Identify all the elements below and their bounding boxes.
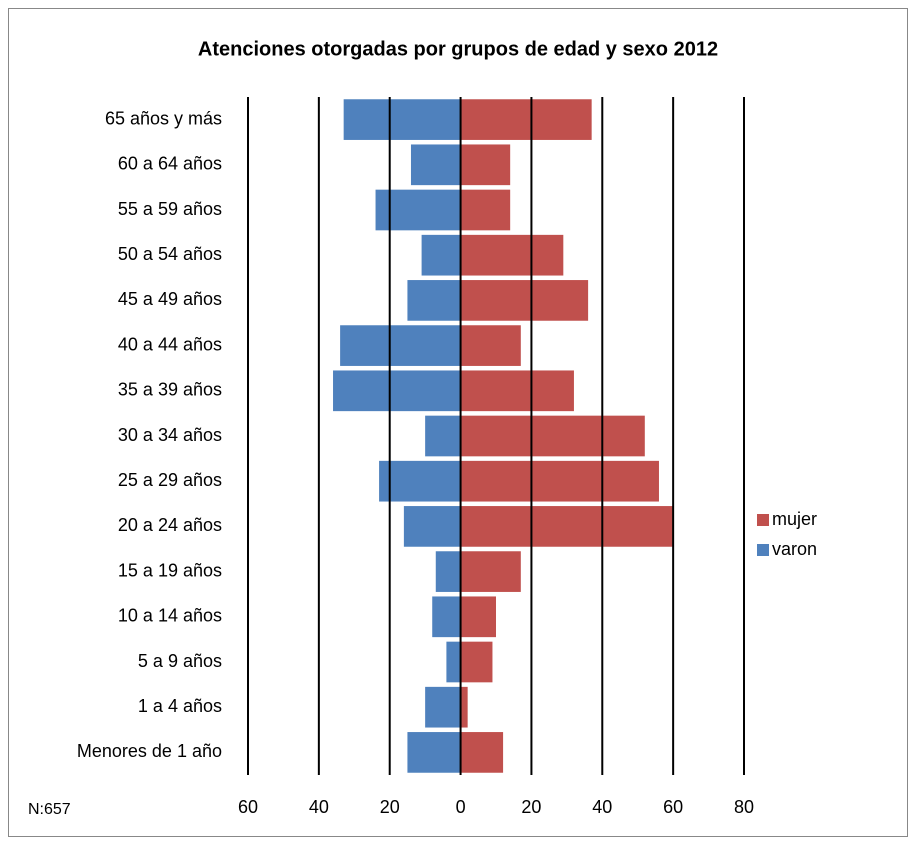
x-tick-label: 60 — [663, 797, 683, 817]
x-tick-label: 0 — [456, 797, 466, 817]
y-tick-label: 35 a 39 años — [118, 380, 222, 400]
x-tick-label: 20 — [380, 797, 400, 817]
bar — [403, 506, 461, 547]
y-tick-label: 25 a 29 años — [118, 470, 222, 490]
bar — [460, 370, 574, 412]
x-tick-label: 40 — [309, 797, 329, 817]
bar — [432, 596, 461, 638]
y-tick-label: 10 a 14 años — [118, 606, 222, 626]
legend-label: mujer — [772, 509, 817, 529]
bar — [460, 234, 564, 276]
x-tick-label: 40 — [592, 797, 612, 817]
y-tick-label: 55 a 59 años — [118, 199, 222, 219]
x-tick-label: 60 — [238, 797, 258, 817]
y-tick-label: 65 años y más — [105, 108, 222, 128]
bar — [460, 415, 645, 457]
chart-title: Atenciones otorgadas por grupos de edad … — [198, 38, 718, 60]
y-tick-label: Menores de 1 año — [77, 741, 222, 761]
y-tick-label: 15 a 19 años — [118, 560, 222, 580]
bar — [425, 415, 461, 457]
bar — [460, 280, 589, 321]
y-tick-label: 1 a 4 años — [138, 696, 222, 716]
bar — [379, 460, 461, 502]
bar — [343, 99, 461, 140]
bar — [375, 189, 461, 231]
y-tick-label: 45 a 49 años — [118, 289, 222, 309]
y-tick-label: 5 a 9 años — [138, 651, 222, 671]
bar — [410, 144, 461, 186]
legend-label: varon — [772, 539, 817, 559]
bar — [407, 280, 461, 321]
bar — [460, 506, 674, 547]
bar — [446, 641, 461, 683]
bar — [460, 325, 521, 366]
bar — [460, 596, 496, 638]
bar — [460, 189, 511, 231]
bar — [460, 641, 493, 683]
legend-swatch — [757, 514, 769, 526]
bar — [425, 686, 461, 728]
x-tick-label: 20 — [521, 797, 541, 817]
bar — [407, 732, 461, 773]
y-tick-label: 60 a 64 años — [118, 154, 222, 174]
bar — [421, 234, 461, 276]
y-tick-label: 30 a 34 años — [118, 425, 222, 445]
bar — [460, 144, 511, 186]
bar — [460, 460, 659, 502]
bar — [460, 99, 592, 140]
y-tick-label: 20 a 24 años — [118, 515, 222, 535]
bar — [333, 370, 461, 412]
y-tick-label: 50 a 54 años — [118, 244, 222, 264]
x-tick-label: 80 — [734, 797, 754, 817]
bar — [460, 551, 521, 592]
y-tick-label: 40 a 44 años — [118, 334, 222, 354]
note: N:657 — [28, 801, 71, 818]
bar — [435, 551, 461, 592]
bar — [340, 325, 461, 366]
bar — [460, 686, 468, 728]
legend-swatch — [757, 544, 769, 556]
bar — [460, 732, 504, 773]
